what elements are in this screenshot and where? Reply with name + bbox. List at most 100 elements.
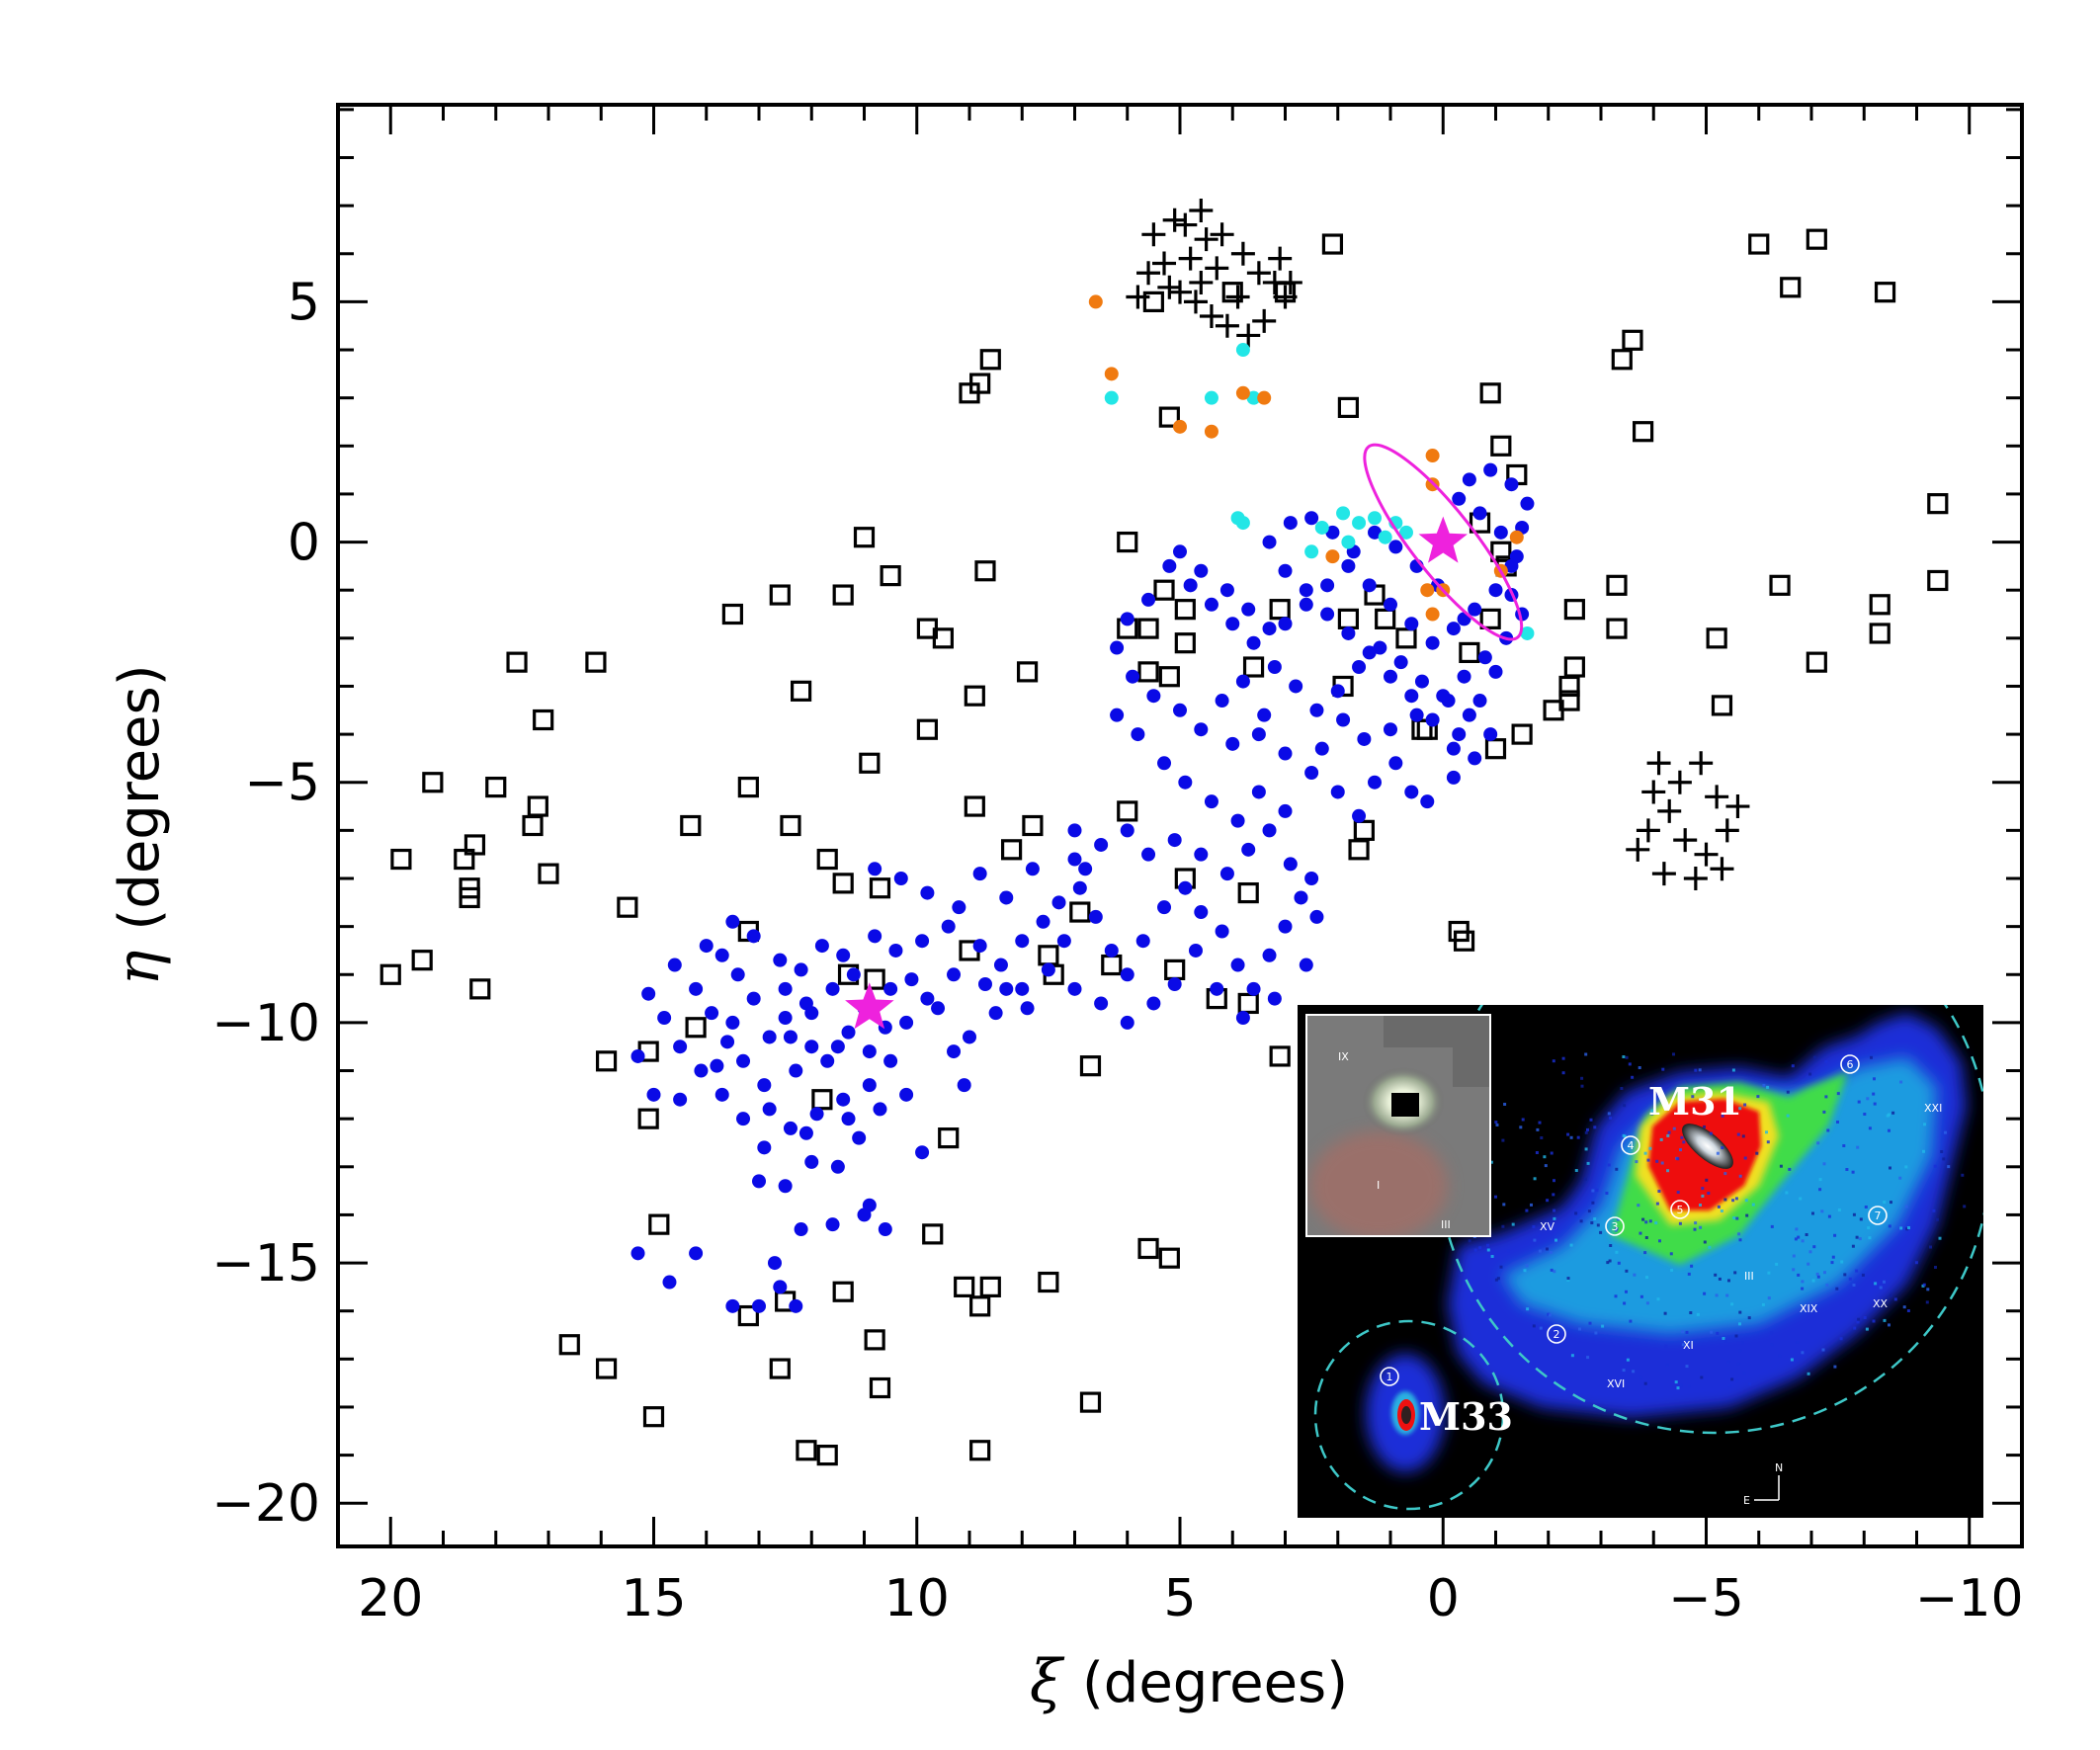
inset-noise-speck	[1538, 1121, 1542, 1125]
blue-point	[899, 1015, 914, 1030]
orange-point	[1257, 390, 1272, 405]
inset-noise-speck	[1635, 1160, 1638, 1164]
blue-point	[868, 862, 882, 876]
inset-noise-speck	[1907, 1226, 1910, 1229]
inset-noise-speck	[1779, 1164, 1783, 1168]
inset-noise-speck	[1623, 1104, 1627, 1108]
blue-point	[767, 1256, 782, 1271]
open-square-point	[1237, 881, 1259, 904]
numbered-circle-icon	[1621, 1135, 1640, 1155]
inset-noise-speck	[1833, 1233, 1837, 1237]
magenta-star-marker	[1418, 516, 1468, 563]
blue-point	[1320, 607, 1335, 622]
inset-noise-speck	[1818, 1188, 1822, 1192]
inset-noise-speck	[1628, 1062, 1632, 1066]
plus-point	[1126, 285, 1150, 309]
blue-point	[1278, 803, 1293, 818]
blue-point	[1194, 563, 1209, 578]
inset-noise-speck	[1583, 1177, 1587, 1181]
inset-noise-speck	[1478, 1246, 1482, 1250]
inset-noise-speck	[1914, 1261, 1918, 1265]
blue-point	[999, 890, 1014, 905]
x-tick-label: −5	[1668, 1569, 1744, 1628]
orange-point	[1088, 294, 1103, 309]
inset-noise-speck	[1496, 1277, 1500, 1281]
open-square-point	[1711, 695, 1733, 716]
blue-point	[1493, 525, 1508, 540]
blue-point	[1235, 1011, 1250, 1026]
blue-point	[1246, 981, 1261, 996]
plus-point	[1210, 222, 1234, 247]
open-square-point	[853, 527, 876, 548]
inset-noise-speck	[1863, 1113, 1867, 1116]
blue-point	[1194, 847, 1209, 862]
mini-label-iii: III	[1441, 1218, 1451, 1231]
blue-point	[915, 934, 930, 949]
open-square-point	[1375, 608, 1396, 629]
cyan-point	[1336, 506, 1351, 521]
inset-noise-speck	[1660, 1161, 1664, 1165]
inset-noise-speck	[1608, 1259, 1612, 1263]
blue-point	[630, 1246, 645, 1261]
open-square-point	[1869, 623, 1890, 644]
inset-noise-speck	[1738, 1310, 1742, 1314]
inset-noise-speck	[1734, 1197, 1738, 1201]
inset-noise-speck	[1888, 1323, 1890, 1327]
inset-noise-speck	[1836, 1092, 1840, 1096]
blue-point	[1368, 775, 1383, 790]
plus-point	[1173, 212, 1198, 237]
blue-point	[1304, 766, 1319, 781]
inset-noise-speck	[1898, 1176, 1902, 1180]
blue-point	[1110, 708, 1125, 722]
axis-ticks	[338, 105, 2022, 1546]
blue-point	[757, 1140, 772, 1155]
plus-point	[1189, 198, 1214, 222]
inset-noise-speck	[1867, 1226, 1871, 1230]
inset-noise-speck	[1499, 1265, 1503, 1269]
open-square-point	[1806, 651, 1827, 673]
open-square-point	[769, 1358, 791, 1379]
open-square-point	[816, 1444, 838, 1466]
inset-noise-speck	[1678, 1221, 1682, 1225]
inset-noise-speck	[1538, 1249, 1542, 1253]
open-square-point	[1269, 1045, 1291, 1067]
open-square-point	[533, 708, 554, 731]
blue-point	[710, 1058, 724, 1073]
inset-noise-speck	[1521, 1118, 1525, 1122]
inset-noise-speck	[1665, 1364, 1669, 1368]
plus-point	[1646, 751, 1671, 776]
orange-point	[1425, 449, 1440, 463]
inset-noise-speck	[1822, 1162, 1826, 1166]
inset-noise-speck	[1756, 1095, 1760, 1099]
open-square-point	[1022, 814, 1044, 837]
inset-noise-speck	[1694, 1068, 1698, 1072]
open-square-point	[1484, 738, 1507, 760]
inset-noise-speck	[1540, 1136, 1544, 1139]
blue-point	[1278, 919, 1293, 934]
cyan-point	[1378, 530, 1392, 544]
orange-point	[1420, 583, 1435, 598]
inset-noise-speck	[1929, 1245, 1932, 1249]
inset-noise-speck	[1770, 1343, 1774, 1347]
blue-point	[1330, 684, 1345, 699]
inset-noise-speck	[1926, 1288, 1930, 1292]
blue-point	[1452, 727, 1467, 742]
inset-noise-speck	[1693, 1227, 1697, 1231]
open-square-point	[1563, 656, 1585, 678]
inset-noise-speck	[1825, 1283, 1829, 1287]
inset-noise-speck	[1741, 1341, 1744, 1345]
inset-noise-speck	[1797, 1235, 1801, 1239]
inset-noise-speck	[1864, 1206, 1868, 1208]
inset-noise-speck	[1538, 1234, 1542, 1238]
inset-noise-speck	[1550, 1151, 1554, 1155]
inset-noise-speck	[1736, 1362, 1740, 1366]
inset-noise-speck	[1641, 1217, 1645, 1221]
inset-noise-speck	[1703, 1240, 1707, 1244]
inset-noise-speck	[1766, 1140, 1770, 1144]
numbered-circle-icon	[1670, 1200, 1690, 1219]
x-tick-label: −10	[1915, 1569, 2024, 1628]
inset-noise-speck	[1732, 1216, 1736, 1220]
inset-noise-speck	[1808, 1072, 1812, 1076]
blue-point	[778, 1179, 793, 1194]
open-square-point	[796, 1440, 817, 1461]
